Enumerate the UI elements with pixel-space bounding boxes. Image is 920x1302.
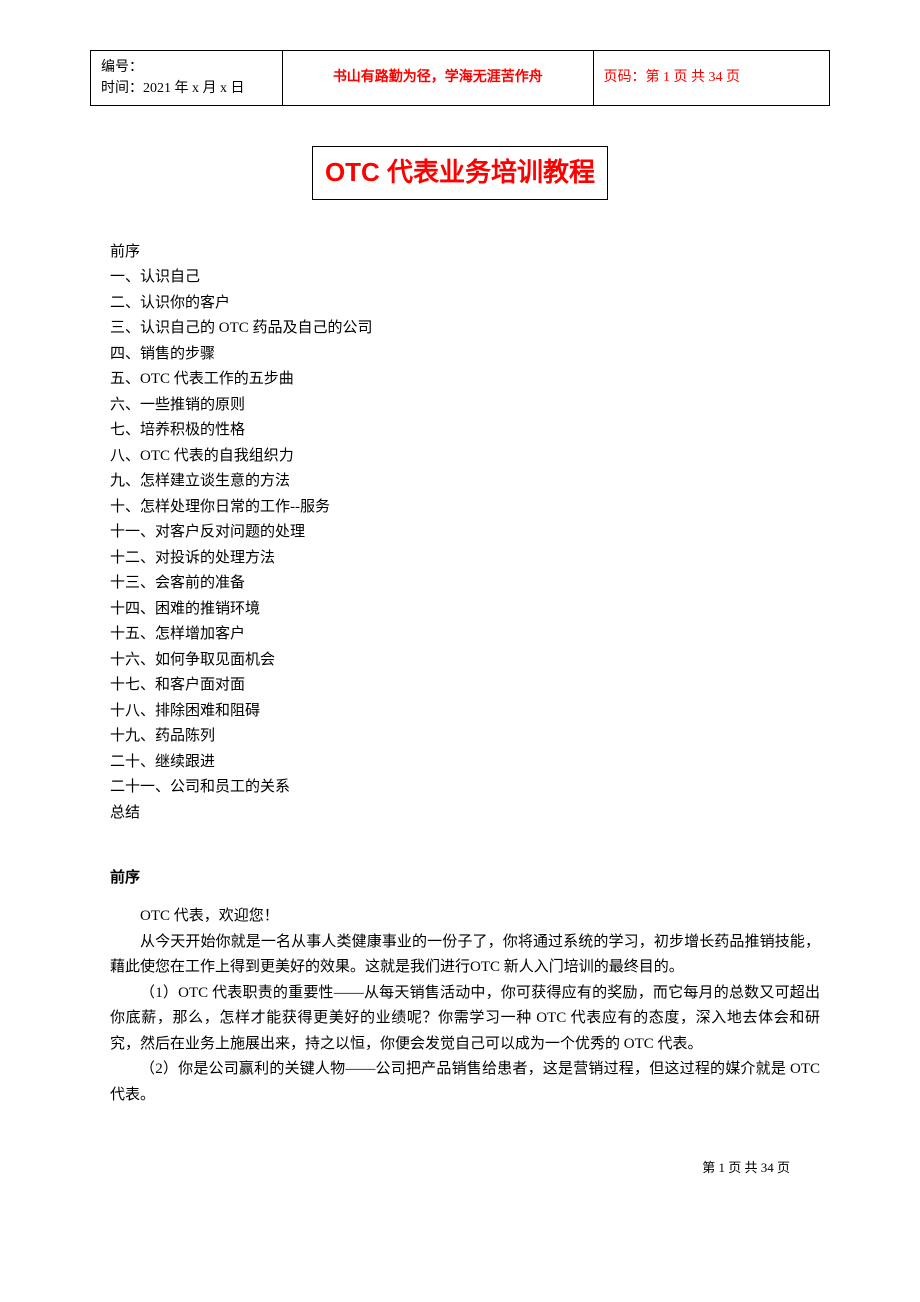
toc-item: 五、OTC 代表工作的五步曲 xyxy=(110,367,830,393)
toc-item: 七、培养积极的性格 xyxy=(110,418,830,444)
header-left-cell: 编号： 时间：2021 年 x 月 x 日 xyxy=(91,51,283,106)
section-heading: 前序 xyxy=(90,866,830,890)
body-paragraph: 从今天开始你就是一名从事人类健康事业的一份子了，你将通过系统的学习，初步增长药品… xyxy=(110,930,820,981)
page-container: 编号： 时间：2021 年 x 月 x 日 书山有路勤为径，学海无涯苦作舟 页码… xyxy=(0,0,920,1219)
toc-item: 十六、如何争取见面机会 xyxy=(110,648,830,674)
toc-item: 二十一、公司和员工的关系 xyxy=(110,775,830,801)
toc-item: 十五、怎样增加客户 xyxy=(110,622,830,648)
toc-item: 总结 xyxy=(110,801,830,827)
toc-item: 十四、困难的推销环境 xyxy=(110,597,830,623)
body-paragraph: （2）你是公司赢利的关键人物——公司把产品销售给患者，这是营销过程，但这过程的媒… xyxy=(110,1057,820,1108)
table-of-contents: 前序 一、认识自己 二、认识你的客户 三、认识自己的 OTC 药品及自己的公司 … xyxy=(90,240,830,827)
toc-item: 九、怎样建立谈生意的方法 xyxy=(110,469,830,495)
header-center-cell: 书山有路勤为径，学海无涯苦作舟 xyxy=(283,51,593,106)
toc-item: 十二、对投诉的处理方法 xyxy=(110,546,830,572)
content-block: OTC 代表，欢迎您！ 从今天开始你就是一名从事人类健康事业的一份子了，你将通过… xyxy=(90,904,830,1108)
toc-item: 十七、和客户面对面 xyxy=(110,673,830,699)
toc-heading: 前序 xyxy=(110,240,830,266)
page-footer: 第 1 页 共 34 页 xyxy=(90,1158,830,1179)
time-label: 时间：2021 年 x 月 x 日 xyxy=(101,78,272,99)
toc-item: 二十、继续跟进 xyxy=(110,750,830,776)
toc-item: 十三、会客前的准备 xyxy=(110,571,830,597)
toc-item: 十九、药品陈列 xyxy=(110,724,830,750)
toc-item: 四、销售的步骤 xyxy=(110,342,830,368)
header-table: 编号： 时间：2021 年 x 月 x 日 书山有路勤为径，学海无涯苦作舟 页码… xyxy=(90,50,830,106)
toc-item: 十八、排除困难和阻碍 xyxy=(110,699,830,725)
body-paragraph: （1）OTC 代表职责的重要性——从每天销售活动中，你可获得应有的奖励，而它每月… xyxy=(110,981,820,1058)
doc-id-label: 编号： xyxy=(101,57,272,78)
toc-item: 一、认识自己 xyxy=(110,265,830,291)
toc-item: 二、认识你的客户 xyxy=(110,291,830,317)
toc-item: 十、怎样处理你日常的工作--服务 xyxy=(110,495,830,521)
toc-item: 六、一些推销的原则 xyxy=(110,393,830,419)
page-title: OTC 代表业务培训教程 xyxy=(325,152,595,194)
toc-item: 三、认识自己的 OTC 药品及自己的公司 xyxy=(110,316,830,342)
header-right-cell: 页码：第 1 页 共 34 页 xyxy=(593,51,830,106)
body-paragraph: OTC 代表，欢迎您！ xyxy=(110,904,820,930)
toc-item: 八、OTC 代表的自我组织力 xyxy=(110,444,830,470)
toc-item: 十一、对客户反对问题的处理 xyxy=(110,520,830,546)
title-box: OTC 代表业务培训教程 xyxy=(312,146,608,200)
